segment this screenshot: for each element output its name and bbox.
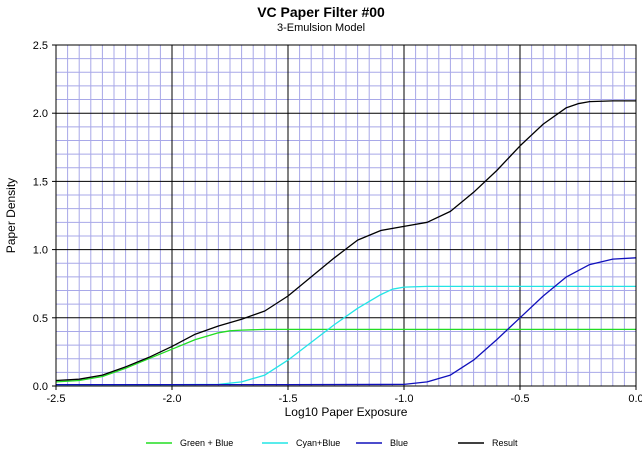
x-tick-label: -1.0 — [395, 393, 414, 405]
legend: Green + Blue Cyan+Blue Blue Result — [146, 438, 518, 448]
y-tick-label: 2.0 — [33, 108, 48, 120]
y-tick-label: 2.5 — [33, 40, 48, 52]
legend-label-green-blue: Green + Blue — [180, 438, 233, 448]
series-line-result — [55, 100, 636, 382]
y-tick-label: 0.5 — [33, 313, 48, 325]
x-tick-label: -1.5 — [279, 393, 298, 405]
x-axis-ticks: -2.5 -2.0 -1.5 -1.0 -0.5 0.0 — [47, 386, 642, 405]
y-tick-label: 0.0 — [33, 381, 48, 393]
series-line-cyan-blue — [56, 285, 636, 386]
x-tick-label: 0.0 — [628, 393, 642, 405]
legend-label-result: Result — [492, 438, 518, 448]
y-axis-label: Paper Density — [4, 178, 18, 253]
y-tick-label: 1.0 — [33, 245, 48, 257]
x-tick-label: -2.0 — [163, 393, 182, 405]
x-tick-label: -0.5 — [511, 393, 530, 405]
minor-grid — [56, 45, 636, 386]
y-axis-ticks: 0.0 0.5 1.0 1.5 2.0 2.5 — [33, 40, 56, 393]
x-tick-label: -2.5 — [47, 393, 66, 405]
x-axis-label: Log10 Paper Exposure — [285, 405, 408, 419]
plot-area-frame — [55, 44, 637, 387]
legend-label-cyan-blue: Cyan+Blue — [296, 438, 340, 448]
series-line-blue — [56, 257, 637, 386]
series-line-green-blue — [55, 328, 636, 383]
legend-label-blue: Blue — [390, 438, 408, 448]
chart-title: VC Paper Filter #00 — [257, 4, 385, 20]
y-tick-label: 1.5 — [33, 176, 48, 188]
chart-subtitle: 3-Emulsion Model — [276, 22, 366, 34]
series-lines — [55, 100, 637, 386]
